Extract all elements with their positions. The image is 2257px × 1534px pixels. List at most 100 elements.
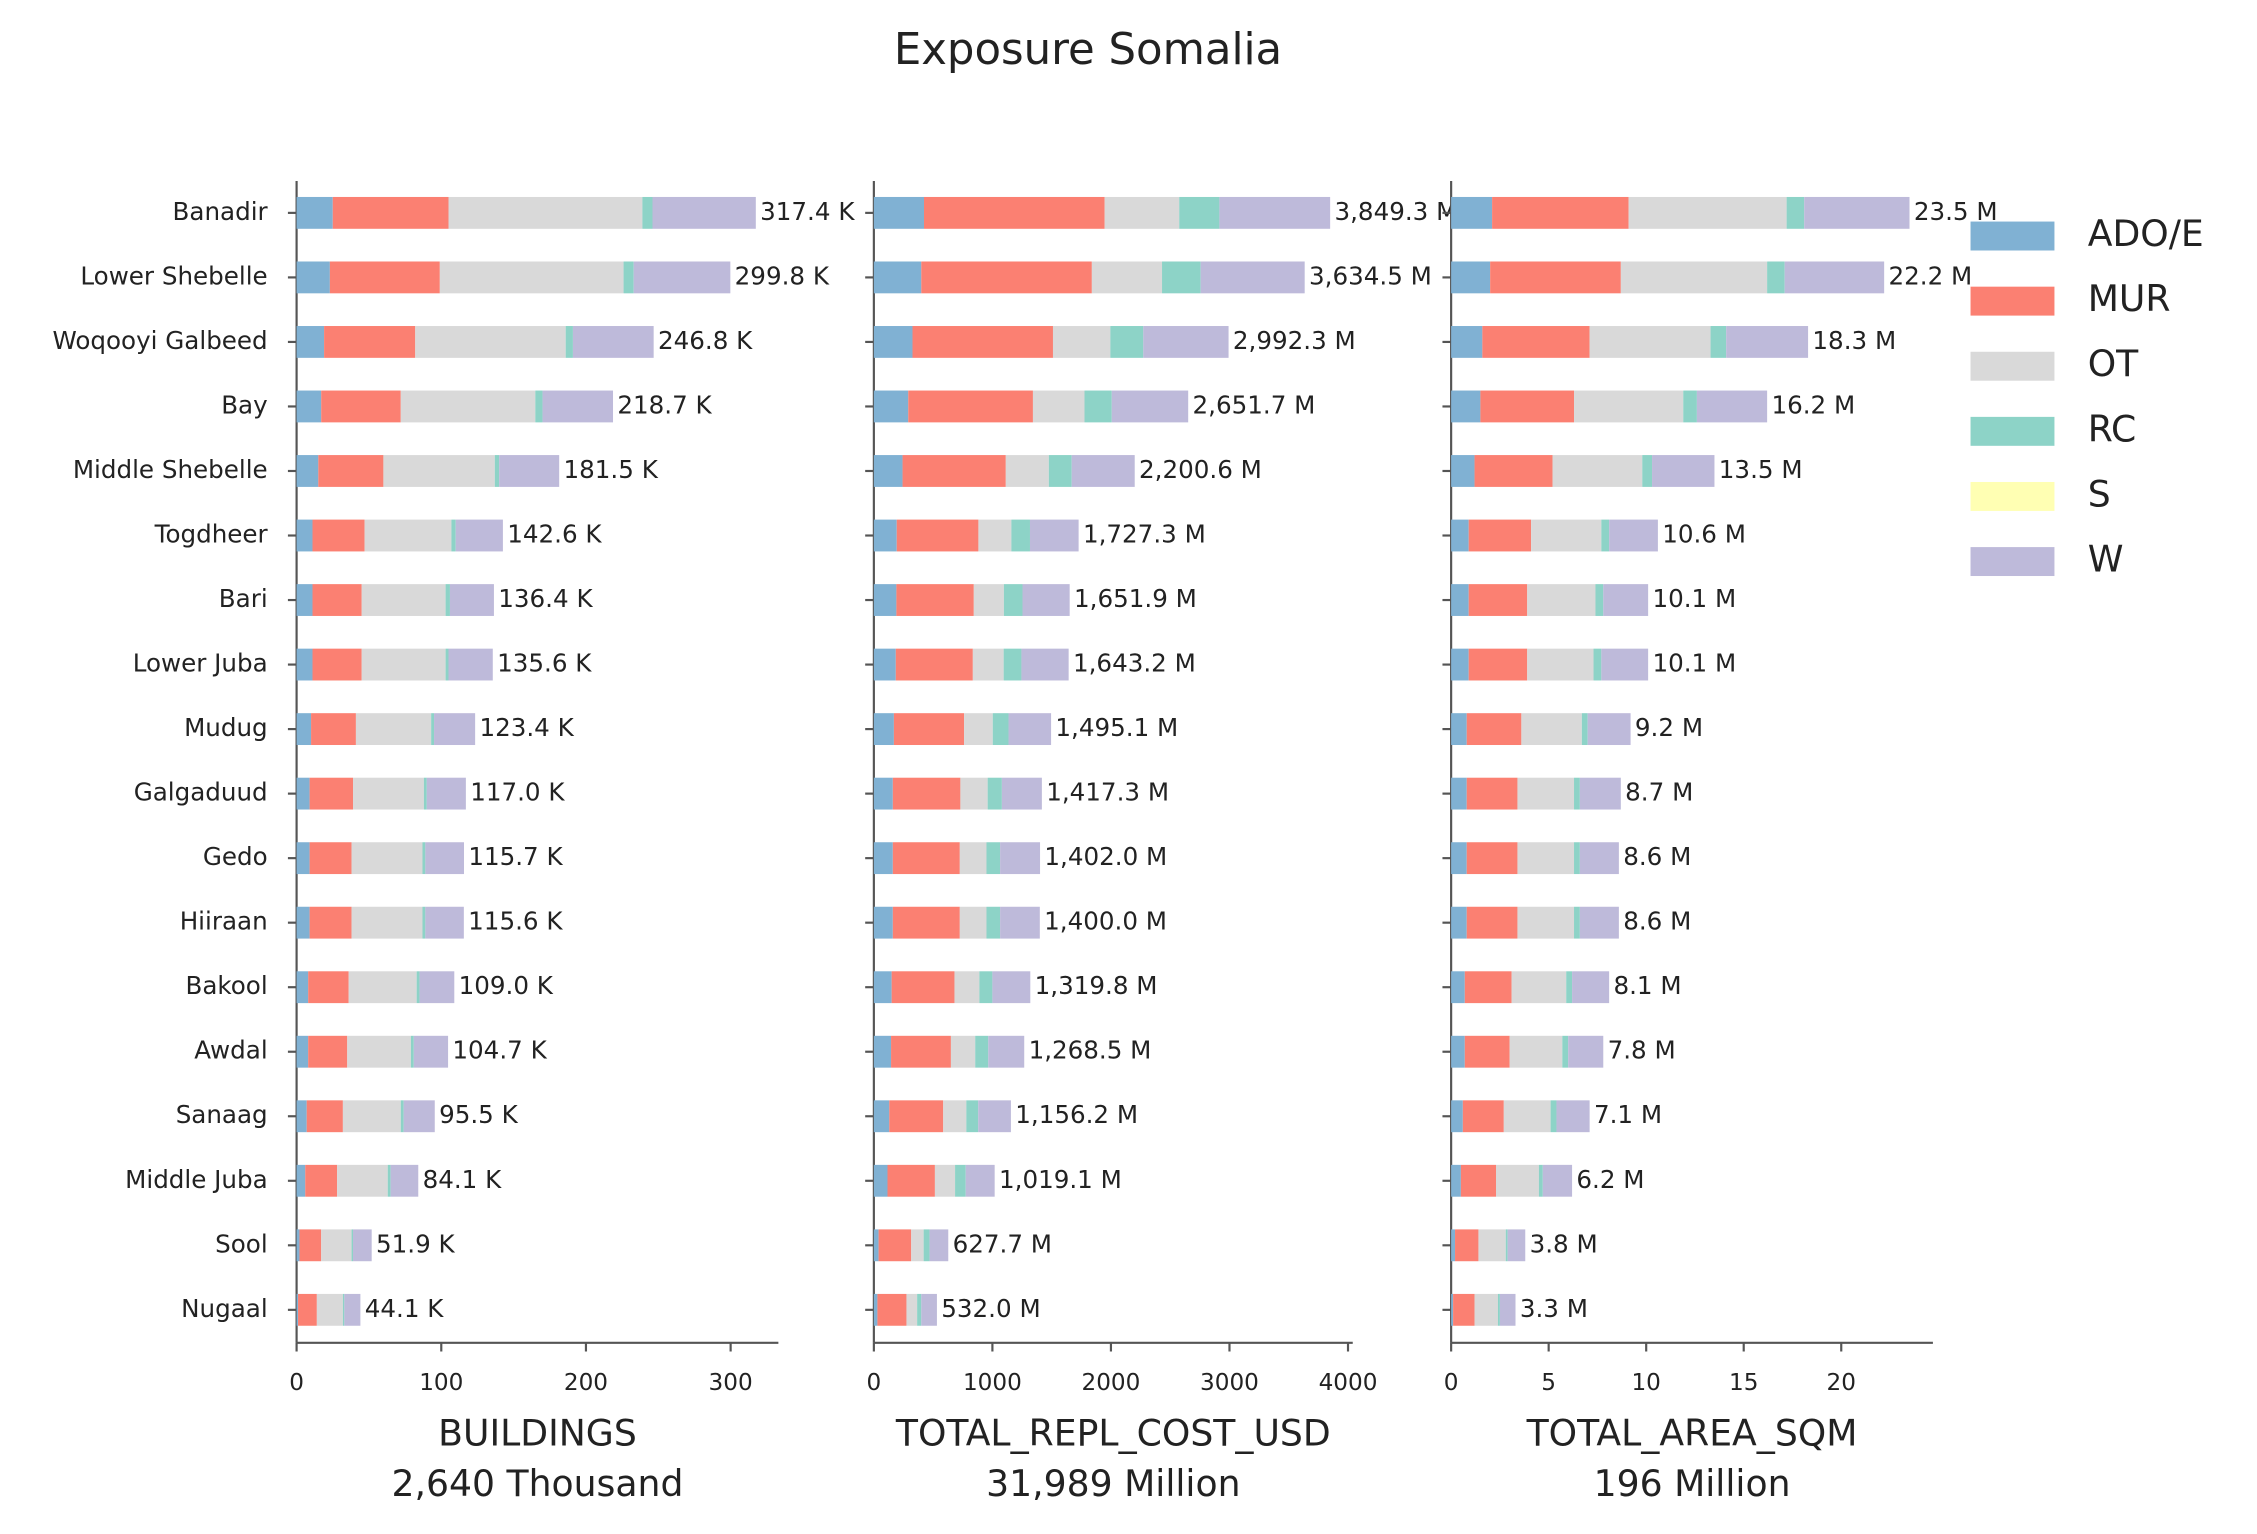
bar-segment <box>950 1035 976 1068</box>
value-label: 2,651.7 M <box>1193 390 1316 419</box>
bar-segment <box>296 1293 299 1326</box>
bar-segment <box>959 842 987 875</box>
bar-segment <box>351 906 423 939</box>
bar-segment <box>1566 971 1573 1004</box>
legend-swatch <box>1970 416 2055 446</box>
bar-segment <box>893 713 965 746</box>
value-label: 117.0 K <box>470 778 565 807</box>
bar-segment <box>351 842 423 875</box>
bar-segment <box>321 390 401 423</box>
value-label: 8.6 M <box>1623 907 1691 936</box>
bar-segment <box>892 906 960 939</box>
bar-segment <box>1521 713 1582 746</box>
bar-segment <box>1453 1293 1475 1326</box>
bar-segment <box>1499 1293 1516 1326</box>
bar-segment <box>1642 455 1653 487</box>
y-tick-label: Lower Juba <box>133 649 268 678</box>
value-label: 135.6 K <box>497 649 592 678</box>
bar-segment <box>309 906 352 939</box>
bar-segment <box>348 971 417 1004</box>
bar-segment <box>1451 1100 1463 1133</box>
x-tick-label: 10 <box>1631 1370 1660 1396</box>
value-label: 7.8 M <box>1608 1036 1676 1065</box>
bar-segment <box>1490 261 1621 294</box>
bar-segment <box>309 777 354 810</box>
y-tick-label: Lower Shebelle <box>80 261 267 290</box>
bar-segment <box>1466 713 1522 746</box>
bar-segment <box>978 519 1012 552</box>
bar-segment <box>1451 906 1467 939</box>
bar-segment <box>923 1229 930 1262</box>
y-tick-label: Middle Shebelle <box>73 455 268 484</box>
bar-segment <box>1219 196 1331 229</box>
value-label: 10.1 M <box>1652 584 1736 613</box>
bar-segment <box>873 1229 879 1262</box>
bar-segment <box>1462 1100 1504 1133</box>
bar-segment <box>422 906 426 939</box>
bar-segment <box>299 1229 322 1262</box>
bar-segment <box>1601 648 1649 681</box>
bar-segment <box>423 777 427 810</box>
bar-segment <box>1451 196 1493 229</box>
bar-segment <box>305 1164 338 1197</box>
bar-segment <box>1451 777 1467 810</box>
value-label: 1,319.8 M <box>1035 971 1158 1000</box>
bar-segment <box>906 1293 918 1326</box>
bar-segment <box>419 971 455 1004</box>
bar-segment <box>1104 196 1180 229</box>
bar-segment <box>1029 519 1079 552</box>
bar-segment <box>1091 261 1163 294</box>
value-label: 104.7 K <box>452 1036 547 1065</box>
bar-segment <box>873 261 922 294</box>
bar-segment <box>1574 906 1580 939</box>
bar-segment <box>1474 455 1553 487</box>
bar-segment <box>1021 648 1069 681</box>
value-label: 22.2 M <box>1888 261 1972 290</box>
bar-segment <box>1466 906 1518 939</box>
x-axis-label: TOTAL_AREA_SQM <box>1526 1411 1858 1454</box>
bar-segment <box>400 1100 404 1133</box>
bar-segment <box>445 584 450 616</box>
value-label: 115.7 K <box>468 842 563 871</box>
bar-segment <box>1482 326 1590 358</box>
bar-segment <box>1574 390 1684 423</box>
y-tick-label: Banadir <box>173 197 269 226</box>
bar-segment <box>296 1100 307 1133</box>
bar-segment <box>332 196 449 229</box>
bar-segment <box>1767 261 1785 294</box>
bar-segment <box>1710 326 1727 358</box>
bar-segment <box>449 584 494 616</box>
bar-segment <box>1480 390 1575 423</box>
value-label: 142.6 K <box>507 520 602 549</box>
bar-segment <box>1628 196 1787 229</box>
value-label: 9.2 M <box>1635 713 1703 742</box>
bar-segment <box>1466 777 1518 810</box>
bar-segment <box>873 455 903 487</box>
y-tick-label: Sanaag <box>176 1100 268 1129</box>
bar-segment <box>1542 1164 1573 1197</box>
value-label: 1,402.0 M <box>1044 842 1167 871</box>
y-tick-label: Galgaduud <box>134 778 268 807</box>
bar-segment <box>296 648 313 681</box>
bar-segment <box>1478 1229 1506 1262</box>
bar-segment <box>1538 1164 1543 1197</box>
bar-segment <box>308 971 349 1004</box>
bar-segment <box>1052 326 1111 358</box>
bar-segment <box>877 1293 907 1326</box>
bar-segment <box>873 842 893 875</box>
bar-segment <box>361 648 446 681</box>
bar-segment <box>1451 1164 1461 1197</box>
legend-swatch <box>1970 547 2055 577</box>
bar-segment <box>344 1293 361 1326</box>
bar-segment <box>455 519 503 552</box>
x-axis-label: 196 Million <box>1594 1462 1791 1505</box>
y-tick-label: Awdal <box>194 1036 267 1065</box>
x-tick-label: 200 <box>564 1370 608 1396</box>
value-label: 1,400.0 M <box>1044 907 1167 936</box>
x-tick-label: 15 <box>1729 1370 1758 1396</box>
legend-label: OT <box>2088 342 2139 385</box>
value-label: 115.6 K <box>468 907 563 936</box>
bar-segment <box>415 326 566 358</box>
x-axis-label: BUILDINGS <box>438 1411 637 1454</box>
y-tick-label: Hiiraan <box>180 907 268 936</box>
